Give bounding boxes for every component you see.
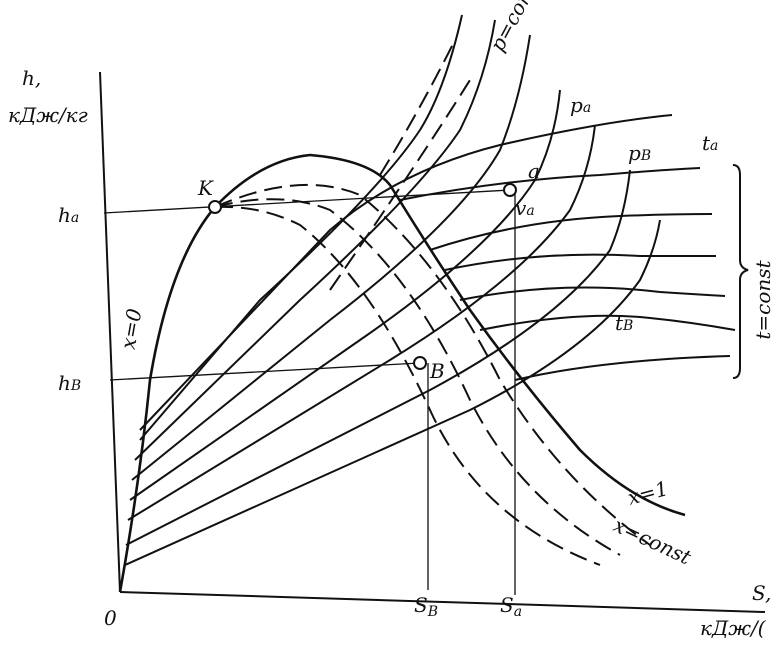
curve: [459, 286, 726, 301]
p-const-label: p=const: [485, 0, 546, 55]
isotherms: [139, 114, 736, 431]
x-const-label: x=const: [610, 513, 696, 570]
axes: [99, 71, 766, 613]
label-part: t: [615, 311, 624, 335]
label-part: B: [70, 378, 81, 394]
point-a: [503, 183, 517, 197]
curve: [124, 219, 661, 566]
saturation-curve: [118, 153, 686, 593]
label-part: h: [58, 371, 71, 395]
curve: [329, 79, 471, 291]
point-k: [208, 200, 222, 214]
a-label: a: [528, 159, 540, 183]
curve: [125, 169, 631, 546]
t-const-label: t=const: [751, 259, 775, 339]
label-part: h: [58, 203, 71, 227]
label-part: p: [570, 93, 583, 117]
dryness-lines: [214, 39, 651, 566]
label-part: B: [427, 604, 438, 620]
label-part: a: [710, 138, 718, 154]
x-label: S,: [752, 581, 771, 605]
x-unit: кДж/(: [700, 616, 767, 640]
label-part: B: [622, 318, 633, 334]
label-part: S: [500, 593, 514, 617]
curve: [134, 19, 496, 461]
y-label: h,: [22, 66, 41, 90]
label-part: B: [640, 148, 651, 164]
x-axis: [119, 591, 766, 613]
label-part: a: [71, 210, 79, 226]
curve: [129, 89, 561, 501]
ha-label: ha: [58, 203, 79, 227]
curve: [399, 167, 701, 201]
point-b: [413, 356, 427, 370]
k-label: K: [197, 176, 214, 200]
label-part: a: [583, 100, 591, 116]
sa-label: Sa: [500, 593, 522, 620]
tb-label: tB: [615, 311, 633, 335]
label-part: v: [515, 196, 527, 220]
curve: [444, 253, 716, 271]
pa-label: pa: [570, 93, 591, 117]
curve: [131, 34, 531, 481]
x0-label: x=0: [116, 306, 147, 351]
hb-label: hB: [58, 371, 81, 395]
pb-label: pB: [628, 141, 651, 165]
curve: [379, 39, 456, 176]
curve: [139, 14, 463, 441]
curve: [127, 124, 596, 521]
label-part: a: [526, 203, 534, 219]
curve: [514, 355, 731, 381]
ta-label: ta: [702, 131, 718, 155]
curve: [139, 114, 673, 431]
curve: [214, 198, 621, 556]
isobars: [124, 14, 661, 566]
y-axis: [99, 71, 121, 593]
va-label: va: [515, 196, 535, 220]
label-part: t: [702, 131, 711, 155]
ha-line: [103, 189, 511, 214]
y-unit: кДж/кг: [8, 103, 88, 127]
origin: 0: [104, 606, 117, 630]
b-label: B: [429, 359, 445, 383]
label-part: S: [414, 593, 428, 617]
curve: [214, 205, 601, 566]
label-part: a: [514, 604, 522, 620]
curve: [479, 314, 736, 331]
curve: [429, 213, 713, 251]
x1-label: x=1: [625, 476, 671, 510]
curve: [214, 183, 651, 546]
brace: [732, 164, 749, 379]
label-part: p: [628, 141, 641, 165]
sb-label: SB: [414, 593, 438, 620]
